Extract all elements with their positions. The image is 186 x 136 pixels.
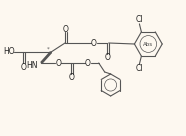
Text: O: O bbox=[55, 58, 61, 67]
Text: O: O bbox=[20, 63, 26, 72]
Text: *: * bbox=[47, 47, 49, 52]
Text: Abs: Abs bbox=[143, 41, 153, 47]
Text: Cl: Cl bbox=[136, 64, 143, 73]
Text: O: O bbox=[91, 38, 97, 47]
Text: O: O bbox=[85, 58, 91, 67]
Text: O: O bbox=[105, 52, 111, 61]
Text: HN: HN bbox=[27, 61, 38, 70]
Text: Cl: Cl bbox=[136, 15, 143, 24]
Text: O: O bbox=[63, 24, 69, 33]
Text: HO: HO bbox=[3, 47, 15, 56]
Text: O: O bbox=[69, 72, 75, 81]
